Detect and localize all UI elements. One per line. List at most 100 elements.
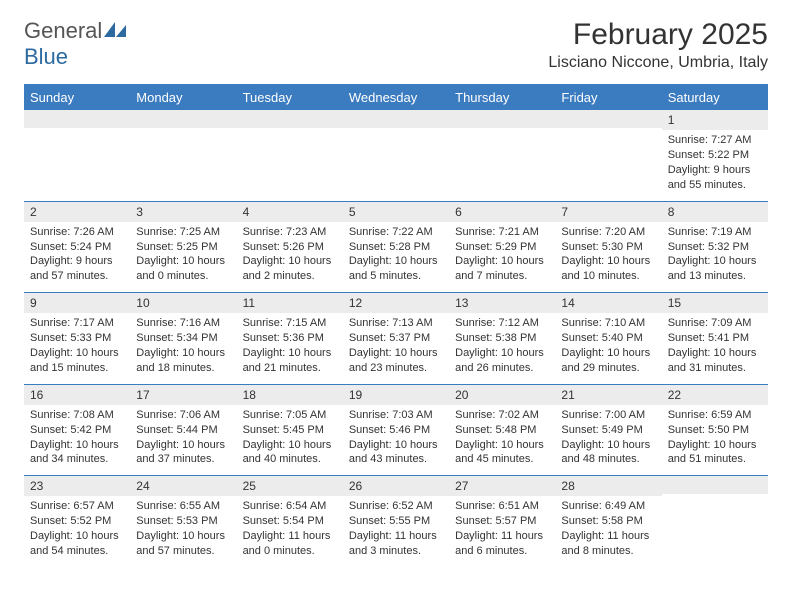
daylight-text: Daylight: 10 hours (455, 254, 549, 269)
daylight-text: and 3 minutes. (349, 544, 443, 559)
day-cell (237, 110, 343, 202)
day-number: 9 (24, 293, 130, 313)
week-row: 9Sunrise: 7:17 AMSunset: 5:33 PMDaylight… (24, 293, 768, 385)
daylight-text: and 5 minutes. (349, 269, 443, 284)
daylight-text: and 55 minutes. (668, 178, 762, 193)
day-cell: 1Sunrise: 7:27 AMSunset: 5:22 PMDaylight… (662, 110, 768, 202)
daylight-text: and 26 minutes. (455, 361, 549, 376)
day-header-mon: Monday (130, 85, 236, 110)
sunrise-text: Sunrise: 6:49 AM (561, 499, 655, 514)
sunrise-text: Sunrise: 7:16 AM (136, 316, 230, 331)
daylight-text: Daylight: 11 hours (243, 529, 337, 544)
sunrise-text: Sunrise: 7:20 AM (561, 225, 655, 240)
day-cell: 28Sunrise: 6:49 AMSunset: 5:58 PMDayligh… (555, 476, 661, 567)
sunrise-text: Sunrise: 7:27 AM (668, 133, 762, 148)
daylight-text: Daylight: 10 hours (561, 254, 655, 269)
daylight-text: Daylight: 10 hours (136, 346, 230, 361)
location: Lisciano Niccone, Umbria, Italy (548, 54, 768, 72)
day-header-tue: Tuesday (237, 85, 343, 110)
sunset-text: Sunset: 5:40 PM (561, 331, 655, 346)
week-row: 2Sunrise: 7:26 AMSunset: 5:24 PMDaylight… (24, 201, 768, 293)
daylight-text: and 2 minutes. (243, 269, 337, 284)
day-cell: 8Sunrise: 7:19 AMSunset: 5:32 PMDaylight… (662, 201, 768, 293)
sunrise-text: Sunrise: 6:54 AM (243, 499, 337, 514)
sunset-text: Sunset: 5:26 PM (243, 240, 337, 255)
day-header-fri: Friday (555, 85, 661, 110)
day-cell: 2Sunrise: 7:26 AMSunset: 5:24 PMDaylight… (24, 201, 130, 293)
day-cell: 23Sunrise: 6:57 AMSunset: 5:52 PMDayligh… (24, 476, 130, 567)
daylight-text: and 29 minutes. (561, 361, 655, 376)
sunset-text: Sunset: 5:34 PM (136, 331, 230, 346)
day-number: 15 (662, 293, 768, 313)
day-header-sun: Sunday (24, 85, 130, 110)
logo: GeneralBlue (24, 18, 126, 70)
day-cell: 24Sunrise: 6:55 AMSunset: 5:53 PMDayligh… (130, 476, 236, 567)
daylight-text: Daylight: 10 hours (243, 254, 337, 269)
day-number: 7 (555, 202, 661, 222)
daylight-text: and 37 minutes. (136, 452, 230, 467)
sunset-text: Sunset: 5:36 PM (243, 331, 337, 346)
sunrise-text: Sunrise: 7:22 AM (349, 225, 443, 240)
sunset-text: Sunset: 5:24 PM (30, 240, 124, 255)
sunrise-text: Sunrise: 7:10 AM (561, 316, 655, 331)
daylight-text: Daylight: 10 hours (668, 254, 762, 269)
daylight-text: and 51 minutes. (668, 452, 762, 467)
daylight-text: Daylight: 11 hours (561, 529, 655, 544)
day-number (343, 110, 449, 128)
header: GeneralBlue February 2025 Lisciano Nicco… (24, 18, 768, 72)
day-cell: 27Sunrise: 6:51 AMSunset: 5:57 PMDayligh… (449, 476, 555, 567)
sunrise-text: Sunrise: 7:08 AM (30, 408, 124, 423)
sunrise-text: Sunrise: 7:17 AM (30, 316, 124, 331)
day-number: 24 (130, 476, 236, 496)
daylight-text: and 13 minutes. (668, 269, 762, 284)
sunset-text: Sunset: 5:44 PM (136, 423, 230, 438)
sunset-text: Sunset: 5:49 PM (561, 423, 655, 438)
daylight-text: and 57 minutes. (30, 269, 124, 284)
sunset-text: Sunset: 5:41 PM (668, 331, 762, 346)
day-cell (24, 110, 130, 202)
sunrise-text: Sunrise: 7:06 AM (136, 408, 230, 423)
day-number: 3 (130, 202, 236, 222)
sunset-text: Sunset: 5:28 PM (349, 240, 443, 255)
sunrise-text: Sunrise: 7:00 AM (561, 408, 655, 423)
daylight-text: and 0 minutes. (136, 269, 230, 284)
daylight-text: Daylight: 10 hours (561, 346, 655, 361)
title-block: February 2025 Lisciano Niccone, Umbria, … (548, 18, 768, 72)
day-cell: 19Sunrise: 7:03 AMSunset: 5:46 PMDayligh… (343, 384, 449, 476)
day-number: 17 (130, 385, 236, 405)
sunset-text: Sunset: 5:58 PM (561, 514, 655, 529)
day-header-row: Sunday Monday Tuesday Wednesday Thursday… (24, 85, 768, 110)
sunset-text: Sunset: 5:30 PM (561, 240, 655, 255)
daylight-text: and 6 minutes. (455, 544, 549, 559)
sunset-text: Sunset: 5:53 PM (136, 514, 230, 529)
daylight-text: Daylight: 9 hours (668, 163, 762, 178)
week-row: 23Sunrise: 6:57 AMSunset: 5:52 PMDayligh… (24, 476, 768, 567)
sunset-text: Sunset: 5:38 PM (455, 331, 549, 346)
sunrise-text: Sunrise: 6:55 AM (136, 499, 230, 514)
day-cell (555, 110, 661, 202)
sunset-text: Sunset: 5:25 PM (136, 240, 230, 255)
day-cell: 11Sunrise: 7:15 AMSunset: 5:36 PMDayligh… (237, 293, 343, 385)
day-cell: 15Sunrise: 7:09 AMSunset: 5:41 PMDayligh… (662, 293, 768, 385)
daylight-text: and 0 minutes. (243, 544, 337, 559)
daylight-text: Daylight: 10 hours (455, 438, 549, 453)
daylight-text: Daylight: 11 hours (349, 529, 443, 544)
day-number (449, 110, 555, 128)
day-cell: 12Sunrise: 7:13 AMSunset: 5:37 PMDayligh… (343, 293, 449, 385)
sunrise-text: Sunrise: 7:09 AM (668, 316, 762, 331)
daylight-text: and 34 minutes. (30, 452, 124, 467)
day-cell: 13Sunrise: 7:12 AMSunset: 5:38 PMDayligh… (449, 293, 555, 385)
sunrise-text: Sunrise: 7:15 AM (243, 316, 337, 331)
logo-sail-icon (104, 18, 126, 44)
daylight-text: Daylight: 10 hours (30, 529, 124, 544)
sunrise-text: Sunrise: 6:52 AM (349, 499, 443, 514)
daylight-text: and 45 minutes. (455, 452, 549, 467)
day-number: 10 (130, 293, 236, 313)
daylight-text: Daylight: 10 hours (30, 346, 124, 361)
day-number (24, 110, 130, 128)
logo-text: GeneralBlue (24, 18, 126, 70)
daylight-text: Daylight: 10 hours (136, 438, 230, 453)
sunset-text: Sunset: 5:22 PM (668, 148, 762, 163)
day-cell (130, 110, 236, 202)
daylight-text: and 54 minutes. (30, 544, 124, 559)
